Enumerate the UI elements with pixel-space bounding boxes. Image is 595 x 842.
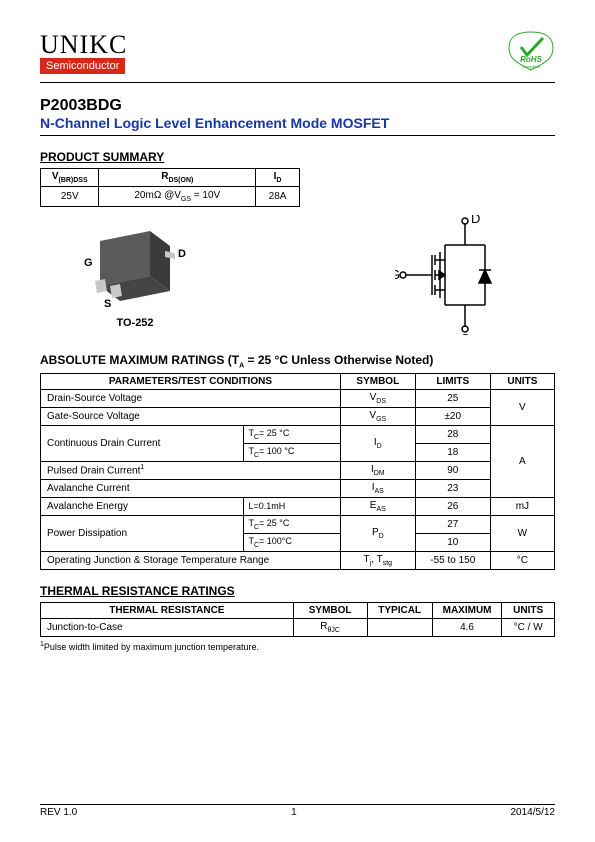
mid-row: G S D TO-252 bbox=[40, 215, 555, 335]
thermal-title: THERMAL RESISTANCE RATINGS bbox=[40, 584, 555, 598]
header-divider bbox=[40, 82, 555, 83]
thermal-header-units: UNITS bbox=[502, 602, 555, 618]
part-number: P2003BDG bbox=[40, 97, 555, 115]
summary-header-rdson: RDS(ON) bbox=[99, 169, 256, 187]
ratings-r3-c1: TC= 25 °C bbox=[244, 426, 340, 444]
ratings-r5-lim: 23 bbox=[415, 479, 490, 497]
logo-subtitle: Semiconductor bbox=[40, 58, 125, 74]
ratings-r6-param: Avalanche Energy bbox=[41, 497, 244, 515]
ratings-r1-param: Drain-Source Voltage bbox=[41, 390, 341, 408]
ratings-r5-sym: IAS bbox=[340, 479, 415, 497]
ratings-table: PARAMETERS/TEST CONDITIONS SYMBOL LIMITS… bbox=[40, 373, 555, 569]
thermal-cell-unit: °C / W bbox=[502, 618, 555, 636]
ratings-title-prefix: ABSOLUTE MAXIMUM RATINGS (T bbox=[40, 353, 239, 367]
ratings-r5-param: Avalanche Current bbox=[41, 479, 341, 497]
summary-table: V(BR)DSS RDS(ON) ID 25V 20mΩ @VGS = 10V … bbox=[40, 168, 300, 207]
ratings-r3-sym: ID bbox=[340, 426, 415, 462]
thermal-header-typ: TYPICAL bbox=[367, 602, 432, 618]
ratings-r3-l1: 28 bbox=[415, 426, 490, 444]
ratings-unit-w: W bbox=[490, 515, 554, 551]
header: UNIKC Semiconductor RoHS Compliant bbox=[40, 30, 555, 74]
svg-text:D: D bbox=[471, 215, 480, 226]
ratings-r1-lim: 25 bbox=[415, 390, 490, 408]
summary-header-vbrdss: V(BR)DSS bbox=[41, 169, 99, 187]
summary-cell-v: 25V bbox=[41, 187, 99, 207]
svg-text:G: G bbox=[395, 267, 400, 282]
footer: REV 1.0 1 2014/5/12 bbox=[40, 799, 555, 819]
ratings-header-limits: LIMITS bbox=[415, 374, 490, 390]
footer-divider bbox=[40, 804, 555, 805]
ratings-unit-v: V bbox=[490, 390, 554, 426]
ratings-r7-c1: TC= 25 °C bbox=[244, 515, 340, 533]
ratings-header-param: PARAMETERS/TEST CONDITIONS bbox=[41, 374, 341, 390]
thermal-cell-typ bbox=[367, 618, 432, 636]
ratings-r6-sym: EAS bbox=[340, 497, 415, 515]
ratings-r3-c2: TC= 100 °C bbox=[244, 444, 340, 462]
thermal-cell-max: 4.6 bbox=[432, 618, 502, 636]
schematic-icon: D G S bbox=[395, 215, 515, 335]
ratings-r4-param: Pulsed Drain Current1 bbox=[41, 461, 341, 479]
logo-text: UNIKC bbox=[40, 30, 127, 60]
rohs-icon: RoHS Compliant bbox=[507, 30, 555, 72]
ratings-r2-param: Gate-Source Voltage bbox=[41, 408, 341, 426]
svg-text:S: S bbox=[104, 298, 111, 310]
footnote: 1Pulse width limited by maximum junction… bbox=[40, 641, 555, 652]
ratings-r7-sym: PD bbox=[340, 515, 415, 551]
thermal-header-param: THERMAL RESISTANCE bbox=[41, 602, 294, 618]
ratings-unit-mj: mJ bbox=[490, 497, 554, 515]
ratings-r4-lim: 90 bbox=[415, 461, 490, 479]
footer-date: 2014/5/12 bbox=[511, 807, 556, 818]
thermal-table: THERMAL RESISTANCE SYMBOL TYPICAL MAXIMU… bbox=[40, 602, 555, 637]
thermal-header-max: MAXIMUM bbox=[432, 602, 502, 618]
ratings-r2-sym: VGS bbox=[340, 408, 415, 426]
subtitle: N-Channel Logic Level Enhancement Mode M… bbox=[40, 115, 555, 136]
package-label: TO-252 bbox=[116, 317, 153, 329]
company-logo: UNIKC Semiconductor bbox=[40, 30, 127, 74]
ratings-unit-c: °C bbox=[490, 551, 554, 569]
ratings-r4-sym: IDM bbox=[340, 461, 415, 479]
thermal-cell-sym: RθJC bbox=[293, 618, 367, 636]
summary-cell-rds: 20mΩ @VGS = 10V bbox=[99, 187, 256, 207]
summary-cell-i: 28A bbox=[256, 187, 300, 207]
ratings-r6-cond: L=0.1mH bbox=[244, 497, 340, 515]
footer-rev: REV 1.0 bbox=[40, 807, 77, 818]
ratings-r7-param: Power Dissipation bbox=[41, 515, 244, 551]
ratings-title-suffix: = 25 °C Unless Otherwise Noted) bbox=[244, 353, 433, 367]
ratings-header-units: UNITS bbox=[490, 374, 554, 390]
svg-text:Compliant: Compliant bbox=[522, 64, 541, 69]
ratings-r7-c2: TC= 100°C bbox=[244, 533, 340, 551]
ratings-title: ABSOLUTE MAXIMUM RATINGS (TA = 25 °C Unl… bbox=[40, 353, 555, 369]
ratings-r3-param: Continuous Drain Current bbox=[41, 426, 244, 462]
ratings-header-symbol: SYMBOL bbox=[340, 374, 415, 390]
ratings-r8-param: Operating Junction & Storage Temperature… bbox=[41, 551, 341, 569]
ratings-r1-sym: VDS bbox=[340, 390, 415, 408]
ratings-r8-lim: -55 to 150 bbox=[415, 551, 490, 569]
footer-page: 1 bbox=[291, 807, 297, 818]
thermal-header-symbol: SYMBOL bbox=[293, 602, 367, 618]
ratings-r6-lim: 26 bbox=[415, 497, 490, 515]
package-drawing: G S D TO-252 bbox=[70, 221, 200, 329]
svg-text:RoHS: RoHS bbox=[520, 55, 542, 64]
svg-text:D: D bbox=[178, 248, 186, 260]
thermal-cell-param: Junction-to-Case bbox=[41, 618, 294, 636]
summary-title: PRODUCT SUMMARY bbox=[40, 150, 555, 164]
svg-text:S: S bbox=[461, 331, 470, 335]
ratings-r2-lim: ±20 bbox=[415, 408, 490, 426]
summary-header-id: ID bbox=[256, 169, 300, 187]
ratings-r7-l2: 10 bbox=[415, 533, 490, 551]
ratings-r3-l2: 18 bbox=[415, 444, 490, 462]
ratings-r7-l1: 27 bbox=[415, 515, 490, 533]
ratings-unit-a: A bbox=[490, 426, 554, 498]
ratings-r8-sym: Tj, Tstg bbox=[340, 551, 415, 569]
svg-text:G: G bbox=[84, 257, 93, 269]
